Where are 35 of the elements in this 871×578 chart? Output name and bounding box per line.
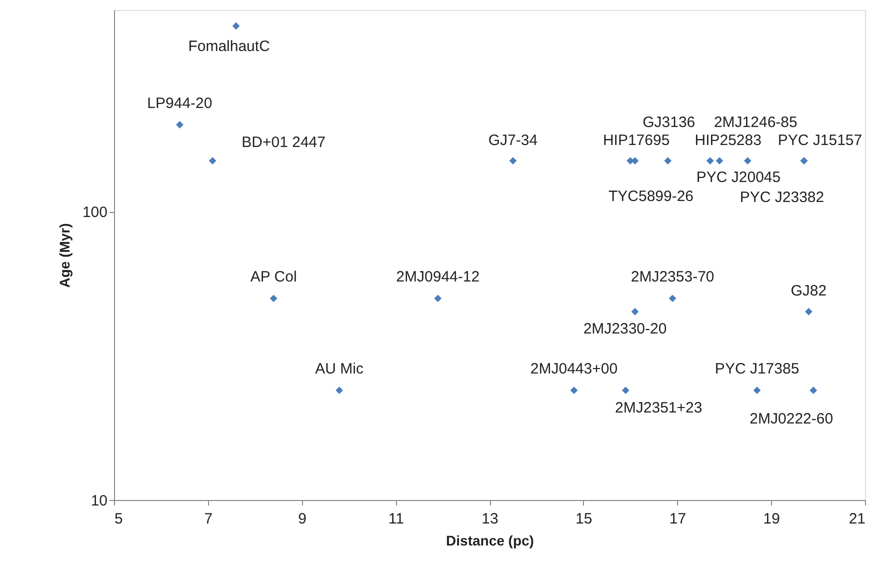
x-tick-label: 9 <box>298 510 306 528</box>
annotation: PYC J23382 <box>740 188 824 206</box>
annotation: 2MJ1246-85 <box>714 114 798 131</box>
x-axis-title: Distance (pc) <box>446 532 534 548</box>
annotation: 2MJ2351+23 <box>615 399 702 416</box>
annotation: TYC5899-26 <box>608 188 694 205</box>
annotation: FomalhautC <box>188 38 270 56</box>
annotation: 2MJ0944-12 <box>396 268 480 286</box>
annotation: 2MJ0443+00 <box>530 360 618 378</box>
annotation: 2MJ0222-60 <box>750 410 834 428</box>
x-tick-label: 13 <box>482 510 498 528</box>
y-tick-label: 100 <box>82 204 108 222</box>
annotation: PYC J15157 <box>778 132 862 149</box>
x-tick-label: 21 <box>848 510 866 528</box>
x-tick-label: 17 <box>669 510 686 528</box>
annotation: GJ82 <box>790 282 827 300</box>
x-tick-label: 7 <box>204 510 213 528</box>
x-tick-label: 5 <box>114 510 123 528</box>
annotation: AU Mic <box>315 360 364 378</box>
annotation: HIP17695 <box>602 132 670 149</box>
annotation: 2MJ2330-20 <box>583 320 667 338</box>
y-axis-title: Age (Myr) <box>56 223 72 288</box>
annotation: BD+01 2447 <box>242 134 326 151</box>
annotation: AP Col <box>250 268 297 286</box>
y-tick-label: 10 <box>90 492 108 510</box>
annotation: HIP25283 <box>694 132 762 149</box>
annotation: PYC J20045 <box>696 168 781 186</box>
x-tick-label: 19 <box>763 510 780 528</box>
annotation: LP944-20 <box>147 94 212 112</box>
annotation: PYC J17385 <box>714 360 800 378</box>
x-tick-label: 15 <box>576 510 592 528</box>
annotation: GJ3136 <box>642 114 696 131</box>
annotation: GJ7-34 <box>488 132 538 149</box>
x-tick-label: 11 <box>388 510 404 528</box>
annotation: 2MJ2353-70 <box>630 268 714 286</box>
